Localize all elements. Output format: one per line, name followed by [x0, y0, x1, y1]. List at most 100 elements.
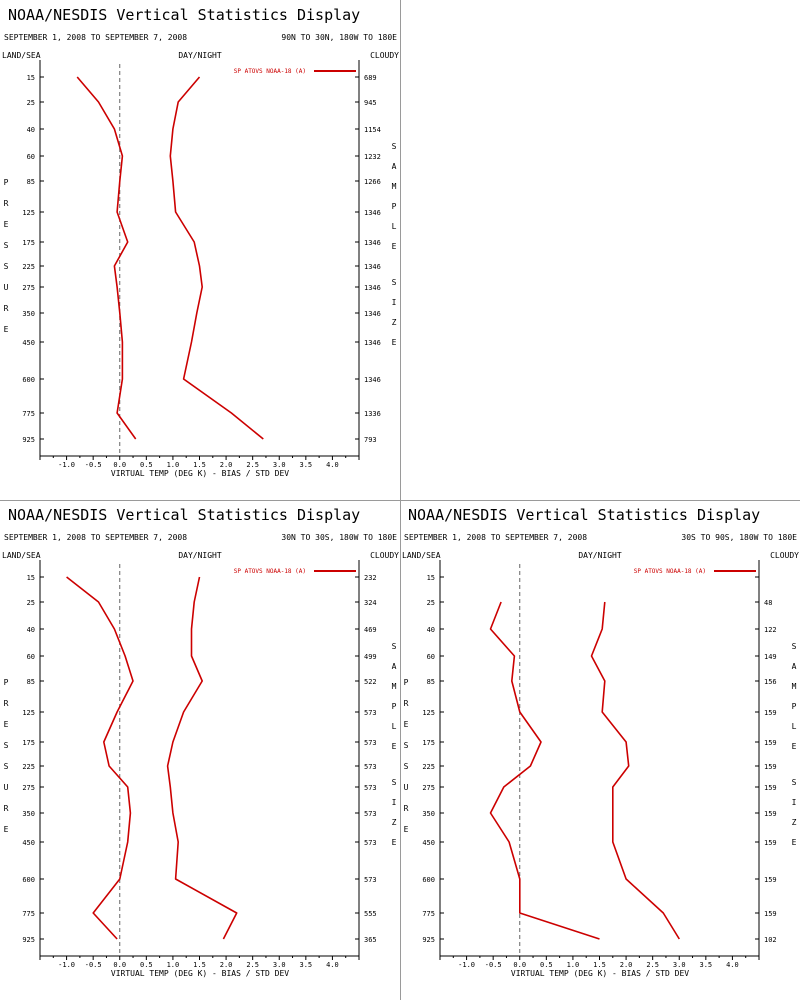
y-axis-title-letter: S: [4, 241, 9, 250]
sample-size-label: 149: [764, 653, 777, 661]
pressure-level-label: 175: [22, 739, 35, 747]
y2-axis-title-letter: L: [792, 722, 797, 731]
y2-axis-title-letter: P: [792, 702, 797, 711]
pressure-level-label: 600: [22, 376, 35, 384]
x-tick-label: -1.0: [458, 961, 475, 969]
sample-size-label: 122: [764, 626, 777, 634]
sample-size-label: 573: [364, 709, 377, 717]
day-night-label: DAY/NIGHT: [178, 551, 222, 560]
pressure-level-label: 225: [22, 263, 35, 271]
sample-size-label: 793: [364, 436, 377, 444]
x-axis-label: VIRTUAL TEMP (DEG K) - BIAS / STD DEV: [511, 969, 689, 978]
y-axis-title-letter: S: [404, 741, 409, 750]
pressure-level-label: 125: [22, 209, 35, 217]
legend-label: SP ATOVS NOAA-18 (A): [634, 568, 706, 575]
y-axis-title-letter: R: [4, 304, 9, 313]
y-axis-title-letter: U: [404, 783, 409, 792]
y-axis-title-letter: R: [4, 199, 9, 208]
x-tick-label: 2.0: [220, 961, 233, 969]
pressure-level-label: 775: [422, 910, 435, 918]
pressure-level-label: 350: [22, 810, 35, 818]
pressure-level-label: 275: [22, 284, 35, 292]
y-axis-title-letter: E: [4, 325, 9, 334]
y-axis-title-letter: E: [4, 720, 9, 729]
pressure-level-label: 350: [22, 310, 35, 318]
pressure-level-label: 85: [27, 678, 35, 686]
date-range: SEPTEMBER 1, 2008 TO SEPTEMBER 7, 2008: [4, 33, 187, 42]
sample-size-label: 159: [764, 810, 777, 818]
y2-axis-title-letter: Z: [392, 818, 397, 827]
y-axis-title-letter: R: [4, 804, 9, 813]
sample-size-label: 1346: [364, 310, 381, 318]
pressure-level-label: 15: [427, 574, 435, 582]
sample-size-label: 522: [364, 678, 377, 686]
sample-size-label: 573: [364, 784, 377, 792]
y-axis-title-letter: P: [4, 678, 9, 687]
y2-axis-title-letter: I: [792, 798, 797, 807]
pressure-level-label: 175: [22, 239, 35, 247]
pressure-level-label: 775: [22, 410, 35, 418]
sample-size-label: 573: [364, 839, 377, 847]
x-tick-label: 3.5: [300, 461, 313, 469]
cloudy-label: CLOUDY: [770, 551, 799, 560]
x-tick-label: -0.5: [485, 961, 502, 969]
y-axis-title-letter: E: [4, 220, 9, 229]
y2-axis-title-letter: P: [392, 202, 397, 211]
y2-axis-title-letter: M: [392, 682, 397, 691]
sample-size-label: 689: [364, 74, 377, 82]
sample-size-label: 1346: [364, 263, 381, 271]
x-axis-label: VIRTUAL TEMP (DEG K) - BIAS / STD DEV: [111, 469, 289, 478]
pressure-level-label: 450: [22, 339, 35, 347]
sample-size-label: 1154: [364, 126, 381, 134]
empty-panel: [401, 0, 800, 500]
pressure-level-label: 60: [27, 153, 35, 161]
std-dev-series-line: [590, 601, 680, 940]
sample-size-label: 1232: [364, 153, 381, 161]
x-tick-label: 0.0: [513, 961, 526, 969]
panel-divider-horizontal: [0, 500, 800, 501]
y2-axis-title-letter: M: [792, 682, 797, 691]
sample-size-label: 1346: [364, 339, 381, 347]
x-tick-label: 2.5: [646, 961, 659, 969]
x-tick-label: 4.0: [726, 961, 739, 969]
land-sea-label: LAND/SEA: [2, 551, 41, 560]
pressure-level-label: 275: [422, 784, 435, 792]
x-tick-label: 1.0: [567, 961, 580, 969]
x-tick-label: 3.5: [300, 961, 313, 969]
pressure-level-label: 450: [22, 839, 35, 847]
sample-size-label: 156: [764, 678, 777, 686]
y2-axis-title-letter: A: [792, 662, 797, 671]
y2-axis-title-letter: E: [392, 838, 397, 847]
pressure-level-label: 40: [27, 126, 35, 134]
y2-axis-title-letter: L: [392, 222, 397, 231]
y2-axis-title-letter: A: [392, 162, 397, 171]
y-axis-title-letter: U: [4, 783, 9, 792]
sample-size-label: 1336: [364, 410, 381, 418]
legend-label: SP ATOVS NOAA-18 (A): [234, 68, 306, 75]
y2-axis-title-letter: I: [392, 798, 397, 807]
day-night-label: DAY/NIGHT: [178, 51, 222, 60]
region-label: 30S TO 90S, 180W TO 180E: [681, 533, 797, 542]
x-tick-label: 1.5: [193, 961, 206, 969]
pressure-level-label: 25: [27, 99, 35, 107]
y-axis-title-letter: S: [4, 762, 9, 771]
sample-size-label: 159: [764, 910, 777, 918]
y2-axis-title-letter: E: [392, 242, 397, 251]
y-axis-title-letter: P: [404, 678, 409, 687]
sample-size-label: 1346: [364, 376, 381, 384]
x-tick-label: 1.0: [167, 961, 180, 969]
sample-size-label: 573: [364, 763, 377, 771]
y-axis-title-letter: R: [4, 699, 9, 708]
sample-size-label: 573: [364, 739, 377, 747]
chart-svg: NOAA/NESDIS Vertical Statistics Display S…: [2, 506, 399, 978]
y2-axis-title-letter: S: [392, 142, 397, 151]
x-tick-label: 4.0: [326, 461, 339, 469]
sample-size-label: 573: [364, 876, 377, 884]
pressure-level-label: 25: [27, 599, 35, 607]
bias-series-line: [489, 601, 600, 940]
x-tick-label: 2.0: [220, 461, 233, 469]
x-tick-label: -1.0: [58, 961, 75, 969]
sample-size-label: 499: [364, 653, 377, 661]
pressure-level-label: 25: [427, 599, 435, 607]
sample-size-label: 159: [764, 739, 777, 747]
